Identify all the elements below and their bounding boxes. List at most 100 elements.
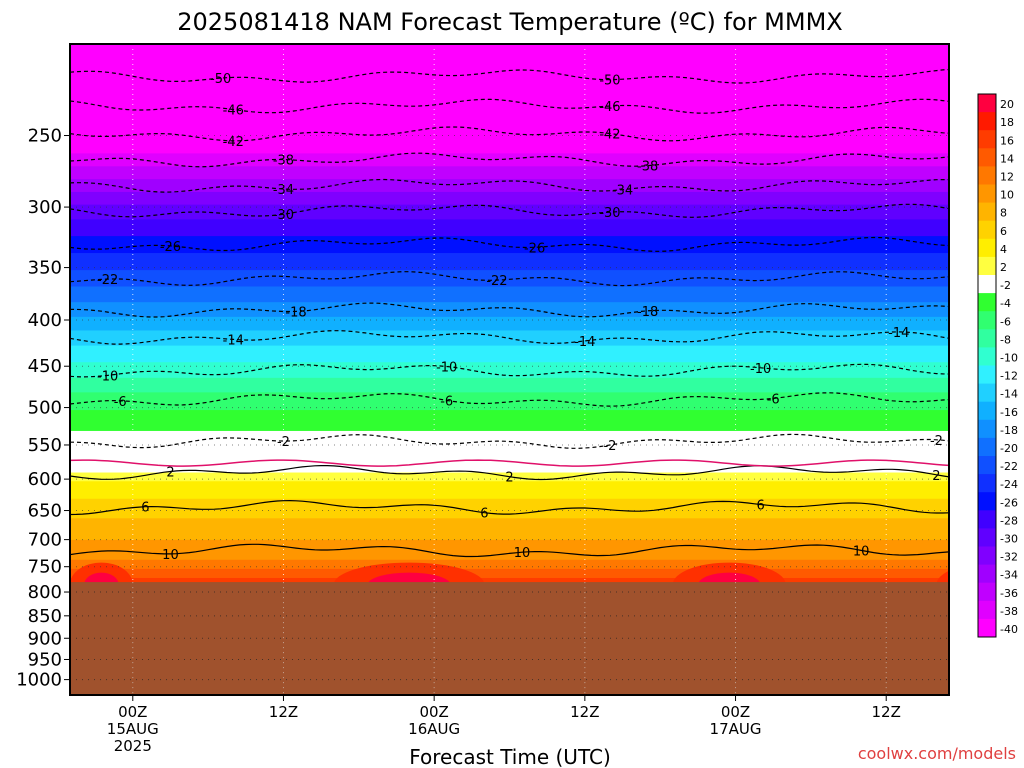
colorbar-swatch: [978, 238, 996, 258]
colorbar-label: -18: [1000, 424, 1018, 437]
isotherm-label: 10: [162, 548, 179, 563]
colorbar-label: 10: [1000, 189, 1014, 202]
temperature-band: [70, 153, 949, 161]
x-tick-label: 16AUG: [408, 720, 460, 738]
x-tick-label: 15AUG: [107, 720, 159, 738]
isotherm-label: -2: [603, 439, 616, 454]
temperature-band: [70, 345, 949, 355]
temperature-band: [70, 420, 949, 432]
plot-area: -50 -50-50-46 -46 -46-42 -42 -42-38 -38-38-34-…: [70, 44, 949, 695]
isotherm-label: -46: [599, 100, 620, 115]
colorbar-label: -26: [1000, 496, 1018, 509]
temperature-band: [70, 430, 949, 442]
isotherm-label: -6: [767, 392, 780, 407]
colorbar-label: -8: [1000, 333, 1011, 346]
temperature-band: [70, 294, 949, 303]
y-tick-label: 350: [28, 258, 62, 279]
temperature-band: [70, 98, 949, 107]
colorbar-label: 2: [1000, 261, 1007, 274]
temperature-band: [70, 498, 949, 509]
colorbar-swatch: [978, 564, 996, 584]
colorbar-swatch: [978, 528, 996, 547]
isotherm-line: [70, 392, 949, 407]
colorbar-swatch: [978, 293, 996, 312]
y-tick-label: 650: [28, 501, 62, 522]
temperature-band: [70, 236, 949, 246]
isotherm-label: -46: [223, 103, 244, 118]
colorbar-swatch: [978, 329, 996, 348]
temperature-band: [70, 377, 949, 386]
temperature-band: [70, 392, 949, 401]
temperature-band: [70, 278, 949, 288]
temperature-band: [70, 370, 949, 379]
isotherm-label: 6: [480, 507, 488, 522]
temperature-band: [70, 198, 949, 206]
colorbar-label: -38: [1000, 605, 1018, 618]
temperature-band: [70, 106, 949, 114]
temperature-band: [70, 302, 949, 311]
isotherm-label: -2: [930, 434, 943, 449]
pressure-axis: 2503003504004505005506006507007508008509…: [16, 126, 70, 691]
isotherm-label: -14: [888, 326, 909, 341]
temperature-band: [70, 253, 949, 263]
temperature-band: [70, 507, 949, 519]
colorbar-swatch: [978, 130, 996, 149]
y-tick-label: 750: [28, 557, 62, 578]
x-tick-label: 2025: [114, 737, 152, 755]
y-tick-label: 300: [28, 197, 62, 218]
isotherm-label: -18: [285, 305, 306, 320]
isotherm-label: -26: [524, 241, 545, 256]
isotherm-contours: -50 -50-50-46 -46 -46-42 -42 -42-38 -38-38-34-…: [70, 68, 949, 563]
colorbar-swatch: [978, 456, 996, 475]
x-tick-label: 12Z: [269, 703, 298, 721]
temperature-band: [70, 159, 949, 167]
isotherm-label: -18: [637, 305, 658, 320]
isotherm-label: 2: [505, 471, 513, 486]
isotherm-label: -50: [599, 74, 620, 89]
colorbar-swatch: [978, 202, 996, 222]
isotherm-line: [70, 499, 949, 516]
temperature-band: [70, 550, 949, 561]
colorbar-swatch: [978, 492, 996, 511]
y-tick-label: 600: [28, 469, 62, 490]
colorbar-label: -34: [1000, 569, 1018, 582]
colorbar-label: 8: [1000, 207, 1007, 220]
y-tick-label: 1000: [16, 670, 62, 691]
colorbar-swatch: [978, 401, 996, 421]
isotherm-label: -42: [599, 128, 620, 143]
colorbar-label: -36: [1000, 587, 1018, 600]
temperature-band: [70, 172, 949, 180]
colorbar-swatch: [978, 220, 996, 240]
y-tick-label: 450: [28, 356, 62, 377]
isotherm-label: -2: [277, 435, 290, 450]
temperature-band: [70, 316, 949, 325]
temperature-band: [70, 91, 949, 100]
colorbar-label: -32: [1000, 551, 1018, 564]
isotherm-label: -22: [97, 273, 118, 288]
color-legend: 20 18 16 14 12 10 8 6 4 2 -2 -4 -6 -8 -10 -12 -14 -16 -18 -…: [977, 93, 1018, 638]
colorbar-label: 16: [1000, 134, 1014, 147]
temperature-band: [70, 449, 949, 458]
x-axis-label: Forecast Time (UTC): [409, 745, 611, 768]
temperature-band: [70, 127, 949, 135]
colorbar-swatch: [978, 419, 996, 439]
temperature-band: [70, 44, 949, 49]
isotherm-label: 10: [853, 544, 870, 559]
x-tick-label: 12Z: [872, 703, 901, 721]
colorbar-swatch: [978, 437, 996, 457]
colorbar-label: 14: [1000, 152, 1014, 165]
temperature-band: [70, 66, 949, 77]
isotherm-line: [70, 203, 949, 218]
colorbar-label: -22: [1000, 460, 1018, 473]
isotherm-label: 6: [757, 499, 765, 514]
colorbar-swatch: [978, 600, 996, 620]
y-tick-label: 250: [28, 126, 62, 147]
colorbar-label: 12: [1000, 171, 1014, 184]
freezing-line: [70, 459, 949, 467]
temperature-band: [70, 410, 949, 422]
isotherm-line: [70, 271, 949, 287]
colorbar-label: -30: [1000, 533, 1018, 546]
temperature-band: [70, 120, 949, 128]
